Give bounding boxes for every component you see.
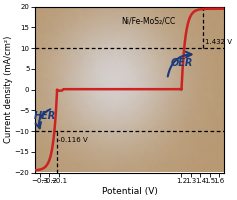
Text: OER: OER [170, 58, 193, 68]
X-axis label: Potential (V): Potential (V) [102, 187, 157, 196]
Text: HER: HER [34, 111, 56, 121]
Text: -0.116 V: -0.116 V [58, 137, 88, 143]
Text: 1.432 V: 1.432 V [205, 39, 232, 45]
Text: Ni/Fe-MoS₂/CC: Ni/Fe-MoS₂/CC [121, 17, 176, 26]
Y-axis label: Current density (mA/cm²): Current density (mA/cm²) [4, 36, 13, 143]
